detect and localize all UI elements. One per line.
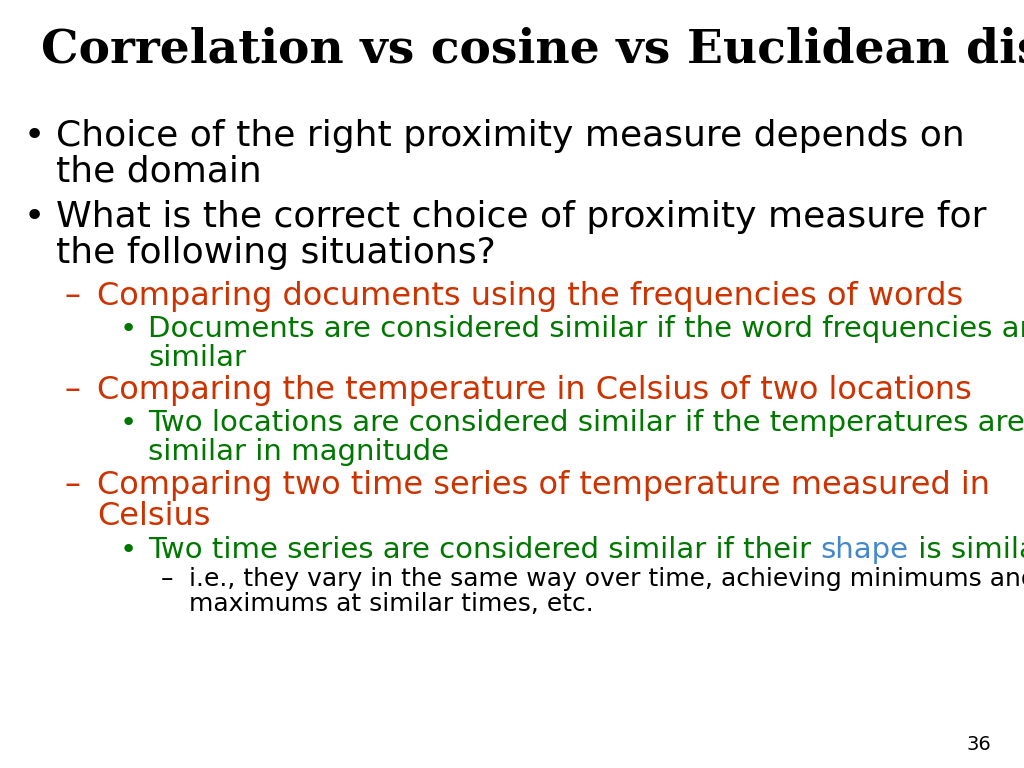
Text: •: • [120, 535, 137, 564]
Text: Choice of the right proximity measure depends on: Choice of the right proximity measure de… [56, 119, 965, 153]
Text: the following situations?: the following situations? [56, 236, 496, 270]
Text: Celsius: Celsius [97, 502, 211, 532]
Text: Two time series are considered similar if their: Two time series are considered similar i… [148, 535, 821, 564]
Text: maximums at similar times, etc.: maximums at similar times, etc. [189, 592, 594, 616]
Text: Comparing two time series of temperature measured in: Comparing two time series of temperature… [97, 469, 990, 501]
Text: shape: shape [821, 535, 909, 564]
Text: –: – [65, 280, 81, 312]
Text: 36: 36 [967, 735, 991, 754]
Text: is similar,: is similar, [909, 535, 1024, 564]
Text: similar: similar [148, 344, 247, 372]
Text: •: • [24, 119, 45, 153]
Text: Two locations are considered similar if the temperatures are: Two locations are considered similar if … [148, 409, 1024, 437]
Text: What is the correct choice of proximity measure for: What is the correct choice of proximity … [56, 200, 987, 233]
Text: –: – [65, 375, 81, 406]
Text: Comparing documents using the frequencies of words: Comparing documents using the frequencie… [97, 280, 964, 312]
Text: i.e., they vary in the same way over time, achieving minimums and: i.e., they vary in the same way over tim… [189, 567, 1024, 591]
Text: –: – [65, 469, 81, 501]
Text: •: • [24, 200, 45, 233]
Text: Documents are considered similar if the word frequencies are: Documents are considered similar if the … [148, 315, 1024, 343]
Text: the domain: the domain [56, 155, 262, 189]
Text: Correlation vs cosine vs Euclidean distance: Correlation vs cosine vs Euclidean dista… [41, 27, 1024, 73]
Text: •: • [120, 409, 137, 437]
Text: –: – [161, 567, 173, 591]
Text: •: • [120, 315, 137, 343]
Text: similar in magnitude: similar in magnitude [148, 439, 450, 466]
Text: Comparing the temperature in Celsius of two locations: Comparing the temperature in Celsius of … [97, 375, 972, 406]
